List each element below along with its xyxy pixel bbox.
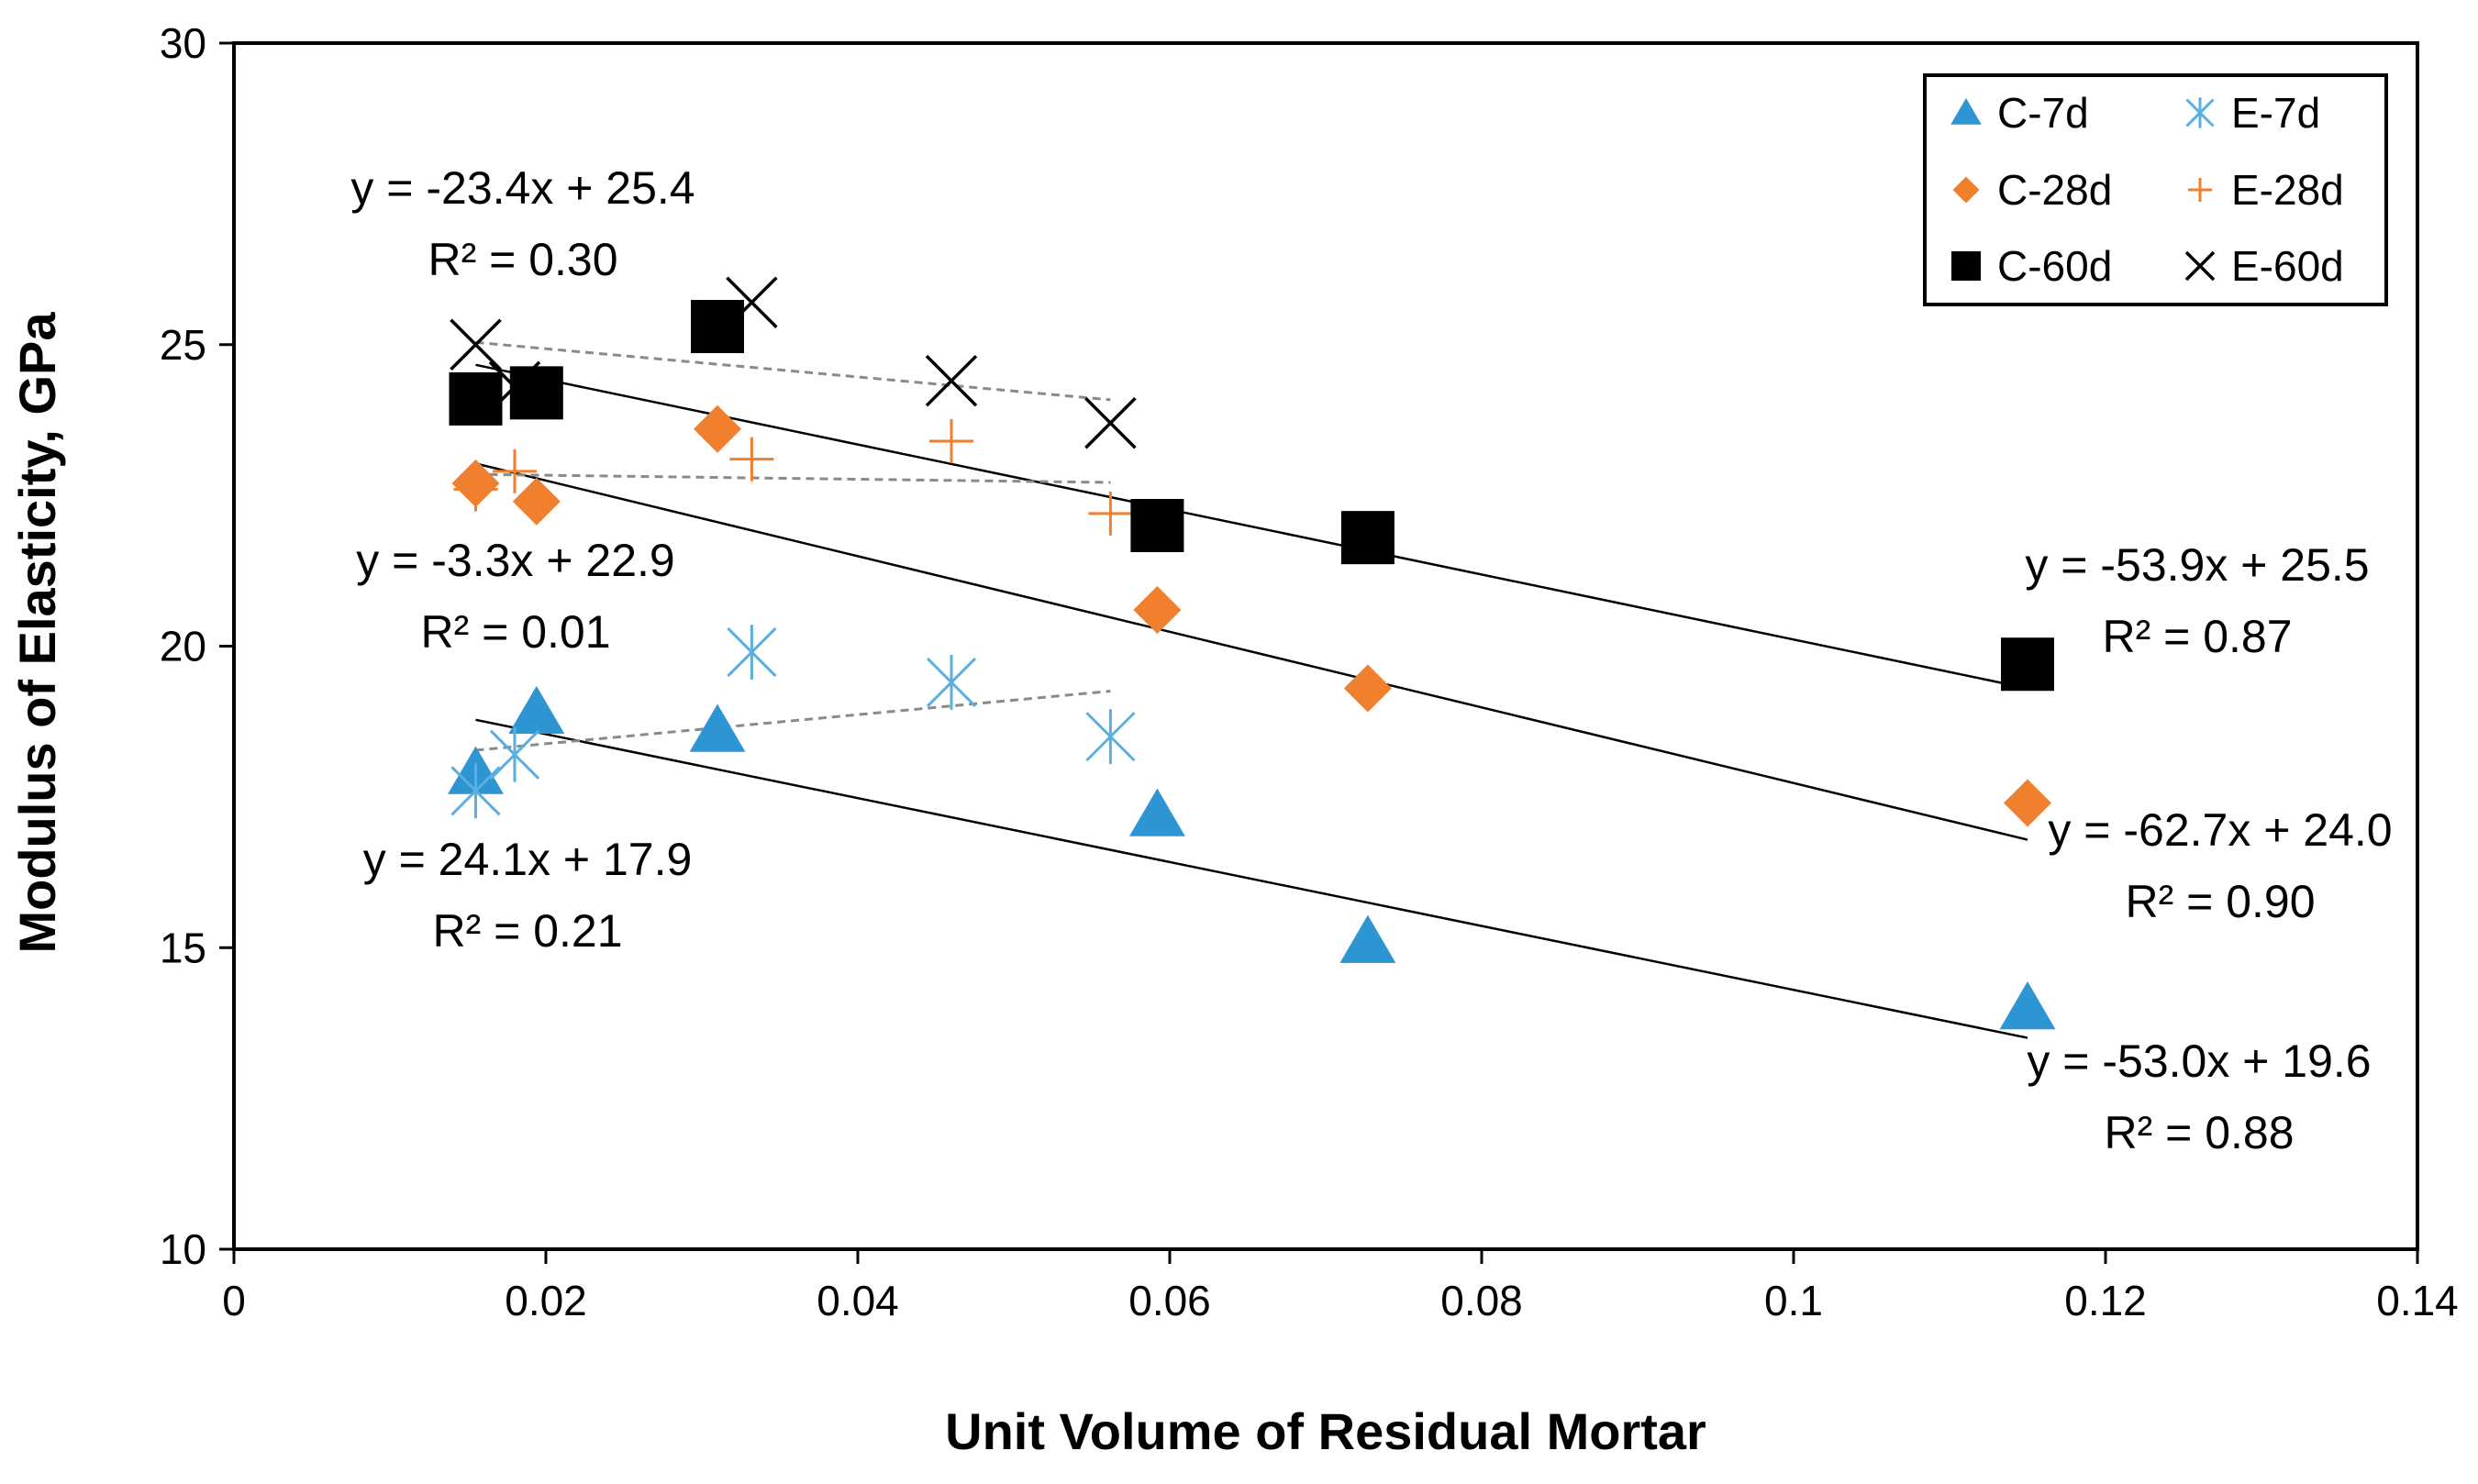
trendline-e-7d — [475, 690, 1111, 752]
trendline-c-28d — [475, 462, 2028, 841]
data-point-e-7d — [1085, 709, 1136, 765]
legend-marker-e-7d — [2185, 97, 2215, 128]
data-point-c-60d — [449, 371, 503, 426]
trendline-c-7d — [475, 718, 2028, 1039]
data-point-e-60d — [1084, 396, 1137, 449]
trendline-equation: y = -3.3x + 22.9 — [356, 535, 674, 586]
trendline-r-squared: R² = 0.01 — [420, 606, 610, 658]
legend-marker-c-28d — [1952, 176, 1980, 204]
data-point-e-7d — [450, 763, 501, 819]
y-axis-title: Modulus of Elasticity, GPa — [8, 312, 66, 954]
trendline-r-squared: R² = 0.87 — [2102, 611, 2292, 662]
trendline-layer — [475, 340, 2028, 1039]
data-point-e-28d — [929, 418, 973, 463]
trendline-r-squared: R² = 0.88 — [2104, 1107, 2294, 1158]
data-point-c-28d — [512, 477, 561, 526]
y-tick-label: 10 — [160, 1225, 206, 1273]
data-point-c-60d — [509, 366, 563, 420]
data-point-e-60d — [925, 354, 978, 407]
trendline-equation: y = -23.4x + 25.4 — [350, 162, 695, 214]
data-point-e-7d — [926, 655, 977, 710]
data-point-e-28d — [1088, 491, 1133, 536]
legend-box — [1923, 73, 2388, 306]
trendline-r-squared: R² = 0.90 — [2125, 876, 2315, 927]
y-tick-label: 15 — [160, 924, 206, 971]
data-point-c-60d — [2001, 637, 2054, 692]
x-tick-label: 0.06 — [1128, 1277, 1211, 1324]
x-tick-label: 0.04 — [817, 1277, 899, 1324]
data-point-e-28d — [453, 467, 498, 512]
legend-marker-e-60d — [2184, 250, 2216, 282]
legend: C-7d E-7d C-28d E-28d C-60d E-60d — [1923, 73, 2388, 306]
data-point-c-28d — [694, 404, 741, 453]
trendline-r-squared: R² = 0.30 — [428, 234, 617, 285]
legend-label: C-28d — [1997, 166, 2112, 214]
data-point-c-28d — [1133, 586, 1182, 635]
trendline-c-60d — [475, 363, 2028, 690]
data-point-c-60d — [1340, 511, 1395, 565]
legend-label: E-28d — [2231, 166, 2344, 214]
y-tick-label: 20 — [160, 623, 206, 670]
annotation-layer: y = -23.4x + 25.4 R² = 0.30 y = -3.3x + 22… — [350, 162, 2392, 1158]
data-point-layer — [448, 276, 2056, 1030]
legend-label: E-7d — [2231, 89, 2320, 137]
x-tick-label: 0.08 — [1440, 1277, 1523, 1324]
trendline-equation: y = -53.0x + 19.6 — [2027, 1035, 2371, 1087]
trendline-equation: y = -62.7x + 24.0 — [2048, 804, 2392, 856]
data-point-c-28d — [2004, 779, 2051, 827]
trendline-e-60d — [475, 340, 1111, 402]
y-tick-label: 25 — [160, 321, 206, 369]
data-point-e-60d — [726, 276, 778, 328]
data-point-e-7d — [489, 726, 540, 782]
data-point-c-7d — [689, 703, 746, 752]
data-point-e-7d — [727, 625, 777, 680]
x-tick-label: 0 — [222, 1277, 246, 1324]
trendline-equation: y = 24.1x + 17.9 — [363, 834, 693, 885]
trendline-equation: y = -53.9x + 25.5 — [2025, 539, 2369, 591]
legend-label: C-60d — [1997, 242, 2112, 290]
y-tick-label: 30 — [160, 19, 206, 67]
data-point-c-60d — [1130, 499, 1184, 552]
data-point-e-28d — [729, 437, 774, 482]
trendline-r-squared: R² = 0.21 — [432, 905, 622, 957]
legend-marker-c-60d — [1951, 251, 1981, 281]
data-point-e-60d — [450, 318, 502, 371]
legend-label: C-7d — [1997, 89, 2089, 137]
data-point-c-7d — [1128, 788, 1185, 836]
data-point-e-60d — [488, 360, 541, 414]
axis-layer: 0 0.02 0.04 0.06 0.08 0.1 0.12 0.14 10 15 20 25 30 — [160, 19, 2459, 1324]
data-point-c-28d — [1343, 664, 1392, 713]
x-tick-label: 0.14 — [2376, 1277, 2459, 1324]
data-point-e-28d — [493, 449, 537, 493]
data-point-c-7d — [1999, 981, 2056, 1030]
legend-marker-e-28d — [2188, 178, 2212, 202]
x-axis-title: Unit Volume of Residual Mortar — [945, 1402, 1706, 1460]
trendline-e-28d — [475, 472, 1111, 484]
x-tick-label: 0.1 — [1764, 1277, 1823, 1324]
x-tick-label: 0.12 — [2064, 1277, 2147, 1324]
x-tick-label: 0.02 — [505, 1277, 587, 1324]
data-point-c-7d — [1339, 914, 1396, 963]
legend-label: E-60d — [2231, 242, 2344, 290]
legend-marker-c-7d — [1950, 98, 1982, 125]
data-point-c-60d — [691, 300, 744, 354]
data-point-c-7d — [508, 685, 565, 735]
